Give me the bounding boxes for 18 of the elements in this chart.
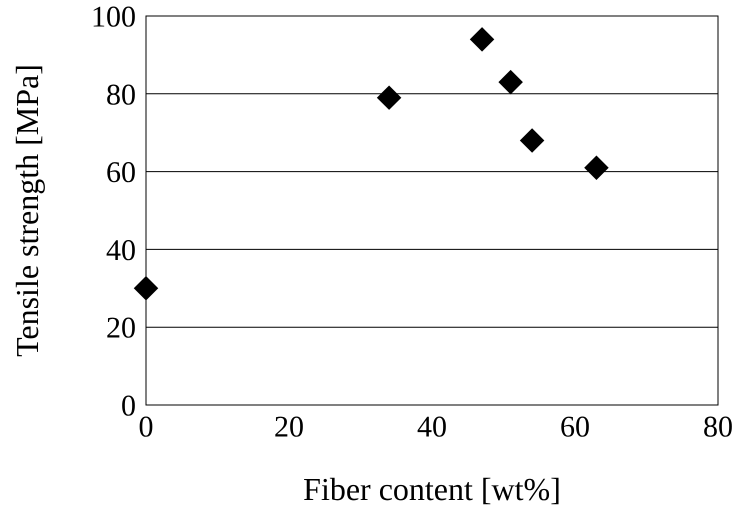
x-tick-label: 20	[274, 410, 304, 444]
y-tick-label: 100	[91, 0, 136, 34]
x-tick-label: 80	[703, 410, 733, 444]
point	[376, 85, 402, 110]
y-tick-label: 20	[106, 312, 136, 345]
point	[584, 155, 609, 180]
point	[498, 70, 523, 94]
point	[520, 128, 544, 153]
y-axis-title: Tensile strength [MPa]	[9, 64, 45, 357]
y-tick-label: 0	[121, 390, 136, 422]
y-tick-label: 60	[106, 156, 136, 190]
x-tick-label: 40	[417, 410, 447, 444]
y-tick-label: 80	[106, 78, 136, 112]
point	[470, 27, 494, 52]
y-tick-label: 40	[106, 234, 136, 267]
point	[134, 276, 158, 301]
x-tick-label: 60	[560, 410, 590, 444]
x-axis-title: Fiber content [wt%]	[303, 471, 561, 507]
